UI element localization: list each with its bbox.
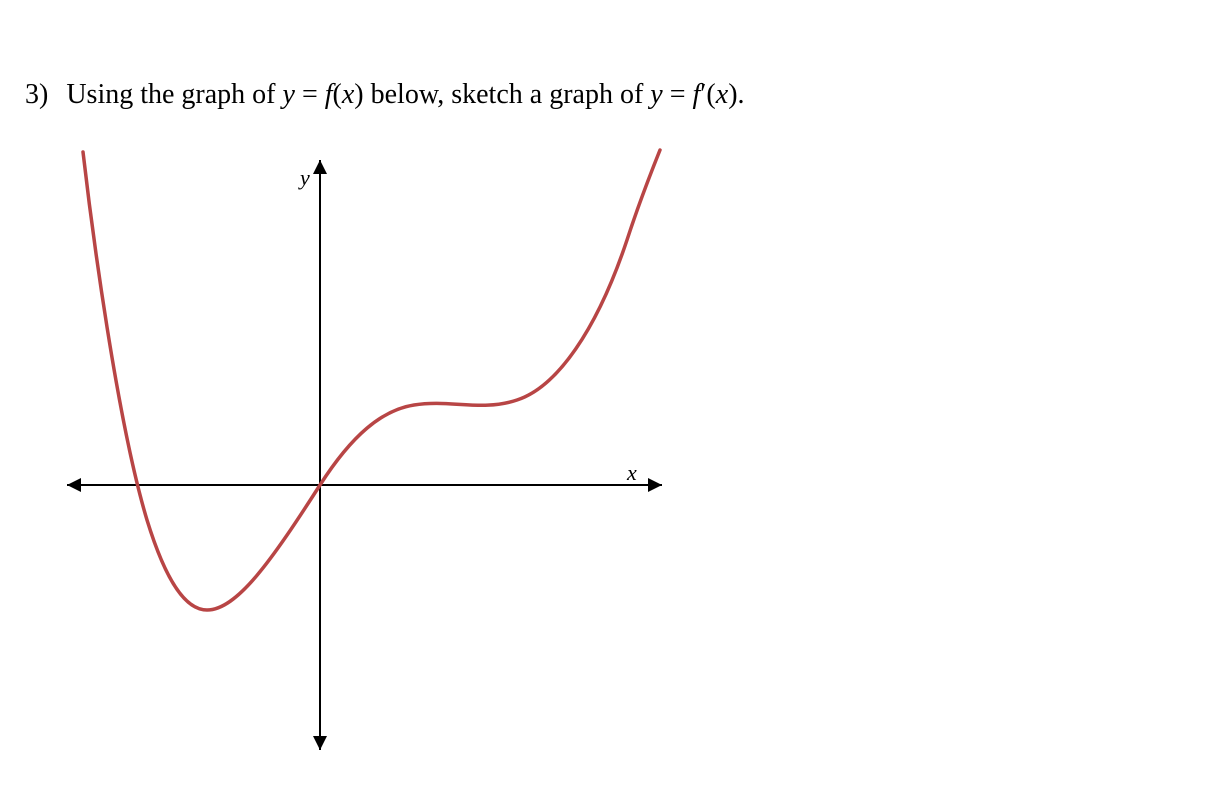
eq1-f: f — [325, 79, 333, 110]
y-axis-label: y — [298, 165, 310, 190]
graph-svg: x y — [62, 140, 682, 760]
function-curve — [83, 150, 660, 610]
eq2-eq: = — [663, 79, 693, 110]
eq1-x: x — [342, 79, 354, 110]
y-axis: y — [298, 160, 327, 750]
eq2-lhs: y — [650, 79, 662, 110]
eq1-eq: = — [295, 79, 325, 110]
text-prefix: Using the graph of — [66, 79, 282, 110]
x-axis: x — [67, 460, 662, 492]
question-text: 3)Using the graph of y = f(x) below, ske… — [25, 75, 1195, 114]
paren-open-2: ( — [706, 79, 715, 110]
question-number: 3) — [25, 75, 48, 114]
paren-close-1: ) — [354, 79, 363, 110]
y-axis-arrow-down — [313, 736, 327, 750]
eq2-x: x — [716, 79, 728, 110]
text-suffix: . — [738, 79, 745, 110]
paren-close-2: ) — [728, 79, 737, 110]
question-row: 3)Using the graph of y = f(x) below, ske… — [25, 75, 1195, 114]
x-axis-arrow-right — [648, 478, 662, 492]
paren-open-1: ( — [333, 79, 342, 110]
y-axis-arrow-up — [313, 160, 327, 174]
eq1-lhs: y — [283, 79, 295, 110]
x-axis-arrow-left — [67, 478, 81, 492]
x-axis-label: x — [626, 460, 637, 485]
text-middle: below, sketch a graph of — [364, 79, 651, 110]
graph-container: x y — [62, 140, 682, 760]
